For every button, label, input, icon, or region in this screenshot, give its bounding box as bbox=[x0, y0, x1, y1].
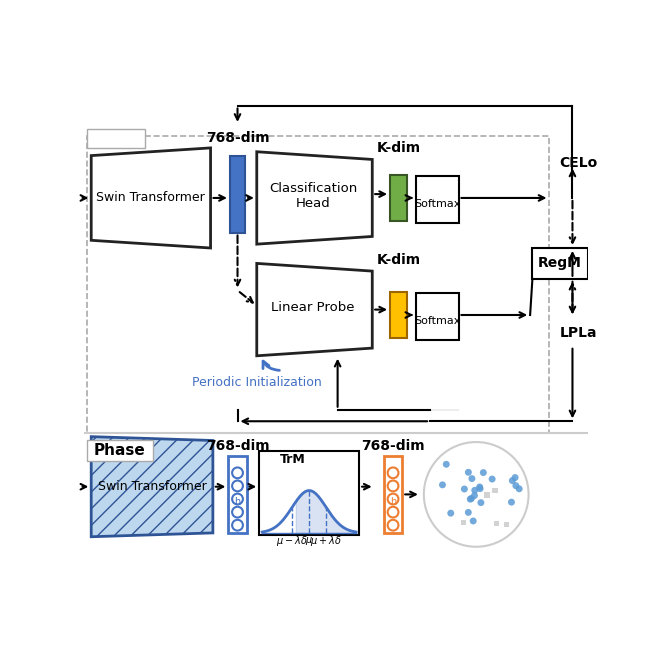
Bar bbox=[494, 521, 499, 526]
FancyBboxPatch shape bbox=[87, 128, 145, 148]
Circle shape bbox=[465, 469, 472, 476]
FancyBboxPatch shape bbox=[533, 248, 588, 279]
Text: 768-dim: 768-dim bbox=[206, 439, 269, 453]
Circle shape bbox=[232, 520, 243, 531]
Circle shape bbox=[509, 477, 516, 484]
Text: Phase: Phase bbox=[94, 443, 145, 458]
Circle shape bbox=[512, 482, 519, 489]
Circle shape bbox=[471, 492, 478, 499]
Bar bbox=[504, 522, 509, 527]
Circle shape bbox=[477, 499, 485, 506]
Circle shape bbox=[388, 494, 398, 504]
FancyBboxPatch shape bbox=[384, 456, 402, 533]
Circle shape bbox=[232, 494, 243, 504]
Circle shape bbox=[468, 475, 476, 482]
Text: TrM: TrM bbox=[280, 453, 306, 466]
Circle shape bbox=[232, 481, 243, 491]
Circle shape bbox=[424, 442, 529, 547]
Text: 768-dim: 768-dim bbox=[362, 439, 425, 453]
Circle shape bbox=[508, 498, 515, 506]
Polygon shape bbox=[257, 263, 372, 356]
Circle shape bbox=[232, 507, 243, 517]
Text: K-dim: K-dim bbox=[377, 253, 421, 267]
Circle shape bbox=[388, 468, 398, 478]
Circle shape bbox=[477, 485, 483, 492]
Text: Linear Probe: Linear Probe bbox=[271, 301, 355, 314]
Text: Softmax: Softmax bbox=[414, 316, 460, 326]
Circle shape bbox=[461, 485, 468, 493]
Circle shape bbox=[388, 520, 398, 531]
Bar bbox=[493, 488, 498, 493]
Text: CELo: CELo bbox=[559, 157, 597, 170]
Text: Classification
Head: Classification Head bbox=[269, 182, 357, 210]
Text: $\mu - \lambda\delta$: $\mu - \lambda\delta$ bbox=[276, 534, 308, 548]
Circle shape bbox=[465, 509, 472, 516]
Bar bbox=[484, 493, 489, 498]
Polygon shape bbox=[91, 437, 213, 536]
Text: LPLa: LPLa bbox=[559, 326, 597, 340]
FancyBboxPatch shape bbox=[416, 293, 458, 340]
FancyBboxPatch shape bbox=[229, 456, 247, 533]
Circle shape bbox=[515, 485, 523, 493]
Text: 768-dim: 768-dim bbox=[206, 131, 269, 145]
Text: h: h bbox=[390, 497, 396, 507]
FancyBboxPatch shape bbox=[416, 176, 458, 223]
Circle shape bbox=[439, 481, 446, 489]
Text: Softmax: Softmax bbox=[414, 199, 460, 209]
Circle shape bbox=[443, 461, 450, 468]
Circle shape bbox=[470, 517, 477, 525]
Circle shape bbox=[512, 474, 519, 481]
Text: Swin Transformer: Swin Transformer bbox=[98, 480, 206, 493]
Circle shape bbox=[388, 507, 398, 517]
Text: Swin Transformer: Swin Transformer bbox=[96, 191, 205, 204]
Text: RegM: RegM bbox=[538, 256, 582, 271]
Bar bbox=[461, 519, 466, 525]
Circle shape bbox=[472, 487, 478, 494]
FancyBboxPatch shape bbox=[390, 292, 407, 338]
Circle shape bbox=[468, 495, 475, 502]
Text: h: h bbox=[234, 497, 240, 507]
Text: Periodic Initialization: Periodic Initialization bbox=[192, 376, 322, 389]
Circle shape bbox=[388, 481, 398, 491]
Circle shape bbox=[489, 476, 496, 483]
Circle shape bbox=[467, 496, 474, 502]
FancyBboxPatch shape bbox=[230, 156, 245, 233]
Circle shape bbox=[447, 510, 454, 517]
Circle shape bbox=[480, 469, 487, 476]
FancyBboxPatch shape bbox=[87, 440, 153, 461]
Text: K-dim: K-dim bbox=[377, 141, 421, 155]
FancyBboxPatch shape bbox=[259, 451, 359, 535]
Text: $\mu + \lambda\delta$: $\mu + \lambda\delta$ bbox=[310, 534, 342, 548]
Polygon shape bbox=[257, 152, 372, 244]
FancyBboxPatch shape bbox=[390, 175, 407, 221]
Polygon shape bbox=[91, 148, 210, 248]
Text: $\mu$: $\mu$ bbox=[305, 534, 313, 547]
FancyArrowPatch shape bbox=[263, 361, 280, 370]
Circle shape bbox=[476, 483, 483, 491]
Circle shape bbox=[232, 468, 243, 478]
